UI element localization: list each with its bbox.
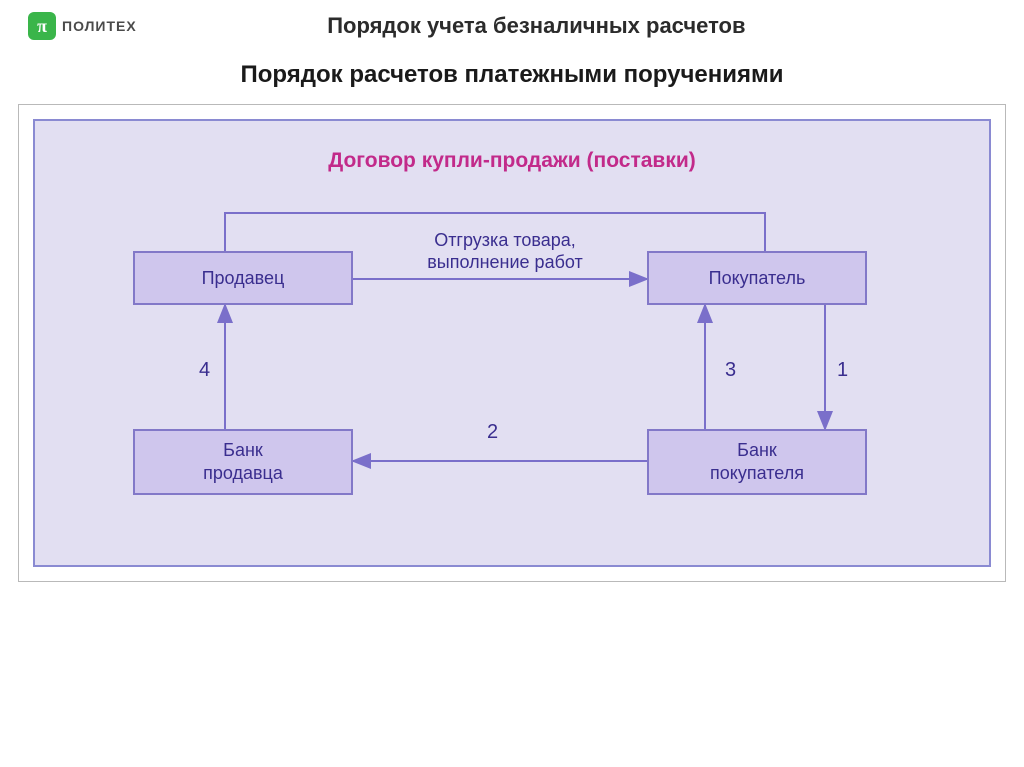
label-3: 3: [725, 359, 736, 382]
diagram-outer: Договор купли-продажи (поставки) Продаве…: [18, 104, 1006, 582]
label-2: 2: [487, 421, 498, 444]
label-1: 1: [837, 359, 848, 382]
page-title: Порядок учета безналичных расчетов: [137, 12, 996, 41]
label-shipment: Отгрузка товара, выполнение работ: [385, 229, 625, 274]
logo-pi-icon: π: [28, 12, 56, 40]
diagram-arrows: [35, 121, 989, 565]
node-seller-bank: Банк продавца: [133, 429, 353, 495]
header: π ПОЛИТЕХ Порядок учета безналичных расч…: [0, 0, 1024, 41]
diagram-inner: Договор купли-продажи (поставки) Продаве…: [33, 119, 991, 567]
node-seller: Продавец: [133, 251, 353, 305]
logo: π ПОЛИТЕХ: [28, 12, 137, 40]
subtitle: Порядок расчетов платежными поручениями: [0, 59, 1024, 90]
label-4: 4: [199, 359, 210, 382]
node-buyer-bank: Банк покупателя: [647, 429, 867, 495]
logo-text: ПОЛИТЕХ: [62, 18, 137, 34]
node-buyer: Покупатель: [647, 251, 867, 305]
